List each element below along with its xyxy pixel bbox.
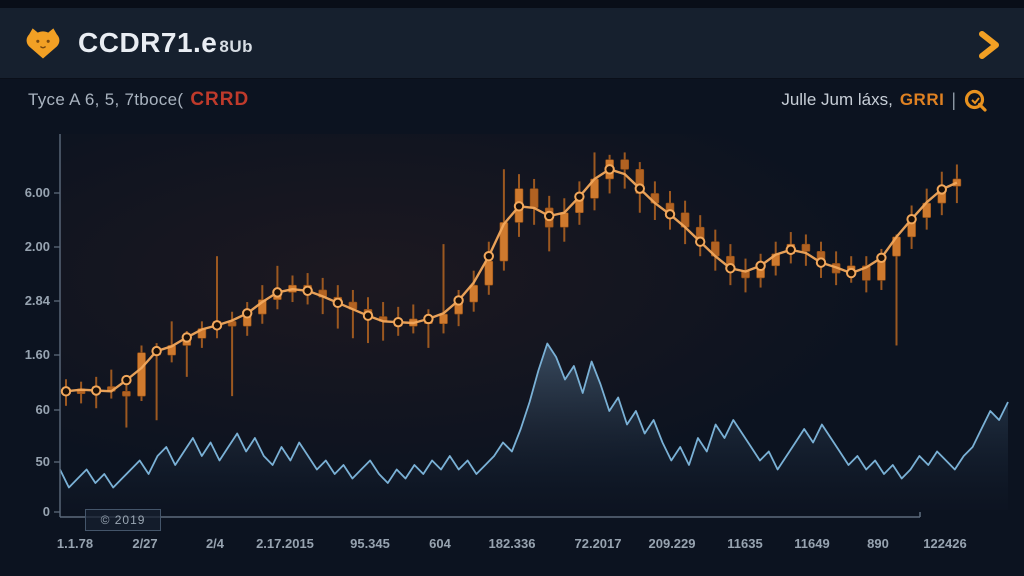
ma-marker: [181, 332, 193, 343]
ma-marker: [664, 209, 676, 220]
q-ring: [964, 89, 985, 109]
search-q-icon[interactable]: [963, 88, 988, 113]
ma-marker: [302, 285, 313, 296]
candle-body: [484, 260, 494, 286]
x-tick-label: 2.17.2015: [256, 536, 314, 551]
ma-marker: [242, 308, 253, 319]
ma-marker: [211, 320, 223, 331]
copyright-text: © 2019: [100, 513, 146, 527]
ma-marker: [755, 260, 766, 272]
x-tick-label: 604: [429, 536, 451, 551]
page-title: CCDR71.e 8Ub: [78, 27, 253, 59]
sub-toolbar: Tyce A 6, 5, 7tboce( CRRD Julle Jum láxs,…: [0, 84, 1024, 116]
ma-marker: [785, 244, 796, 255]
ma-marker: [423, 313, 434, 325]
chevron-glyph: [979, 31, 999, 59]
ma-marker: [60, 386, 72, 397]
ma-marker: [876, 252, 887, 263]
range-label-highlight[interactable]: GRRI: [899, 90, 945, 109]
x-tick-label: 122426: [923, 536, 966, 551]
q-tail: [977, 102, 987, 112]
x-tick-label: 1.1.78: [57, 536, 93, 551]
x-tick-label: 209.229: [649, 536, 696, 551]
candle-body: [469, 284, 479, 303]
logo-mouth: [39, 45, 47, 49]
ma-marker: [91, 385, 102, 396]
ma-marker: [604, 164, 615, 175]
ma-marker: [362, 310, 374, 321]
price-volume-chart[interactable]: 6.00 2.00 2.84 1.60 60 50 0 1.1.78 2/27 2/4 2.17.2…: [0, 116, 1024, 576]
ma-marker: [453, 295, 464, 306]
ma-marker: [906, 213, 917, 225]
range-label-text: Julle Jum láxs,: [781, 90, 893, 109]
logo-shape: [26, 28, 60, 59]
x-tick-label: 11649: [794, 536, 829, 551]
top-strip: [0, 0, 1024, 8]
x-tick-label: 890: [867, 536, 889, 551]
y-tick-label: 2.00: [25, 239, 50, 254]
x-tick-label: 2/4: [206, 536, 225, 551]
candle-body: [529, 188, 539, 209]
volume-area: [60, 343, 1008, 510]
ma-marker: [634, 183, 645, 194]
ma-marker: [574, 191, 585, 202]
ma-marker: [936, 184, 947, 195]
chart-canvas[interactable]: 6.00 2.00 2.84 1.60 60 50 0 1.1.78 2/27 2/4 2.17.2…: [0, 116, 1024, 576]
ma-marker: [393, 316, 404, 328]
ma-marker: [544, 210, 555, 222]
chevron-right-icon[interactable]: [976, 30, 1002, 60]
x-tick-label: 182.336: [489, 536, 536, 551]
candle-body: [137, 352, 146, 397]
candle-body: [122, 391, 131, 397]
ma-marker: [121, 374, 132, 386]
instrument-label-highlight: CRRD: [190, 89, 250, 110]
q-mark: [971, 96, 980, 104]
y-tick-label: 60: [36, 402, 50, 417]
logo-right-eye: [46, 39, 50, 43]
ma-marker: [846, 267, 857, 279]
y-tick-label: 6.00: [25, 185, 50, 200]
x-tick-label: 95.345: [350, 536, 390, 551]
ma-marker: [483, 250, 494, 262]
logo-left-eye: [36, 39, 40, 43]
x-tick-label: 11635: [727, 536, 762, 551]
ma-marker: [332, 297, 343, 309]
ma-marker: [272, 287, 283, 298]
candle-body: [861, 265, 871, 281]
y-tick-label: 1.60: [25, 347, 50, 362]
instrument-label: Tyce A 6, 5, 7tboce( CRRD: [28, 89, 249, 111]
fox-heart-logo-icon[interactable]: [24, 25, 62, 61]
candle-body: [801, 243, 811, 252]
y-tick-label: 50: [36, 454, 50, 469]
volume-line: [59, 342, 1009, 489]
candle-body: [620, 159, 630, 170]
x-tick-label: 72.2017: [575, 536, 622, 551]
copyright-badge: © 2019: [85, 509, 161, 531]
instrument-label-text: Tyce A 6, 5, 7tboce(: [28, 90, 184, 109]
title-text: CCDR71.e: [78, 27, 218, 58]
range-controls: Julle Jum láxs, GRRI |: [781, 88, 988, 113]
toolbar-divider: |: [951, 89, 956, 110]
title-suffix-text: 8Ub: [219, 37, 254, 56]
ma-marker: [151, 345, 162, 357]
y-tick-label: 2.84: [25, 293, 51, 308]
x-tick-label: 2/27: [132, 536, 157, 551]
app-header: CCDR71.e 8Ub: [0, 8, 1024, 79]
ma-marker: [695, 236, 706, 247]
ma-marker: [815, 257, 827, 268]
candle-body: [559, 212, 569, 228]
y-tick-label: 0: [43, 504, 50, 519]
ma-marker: [513, 201, 525, 212]
ma-marker: [725, 263, 736, 274]
